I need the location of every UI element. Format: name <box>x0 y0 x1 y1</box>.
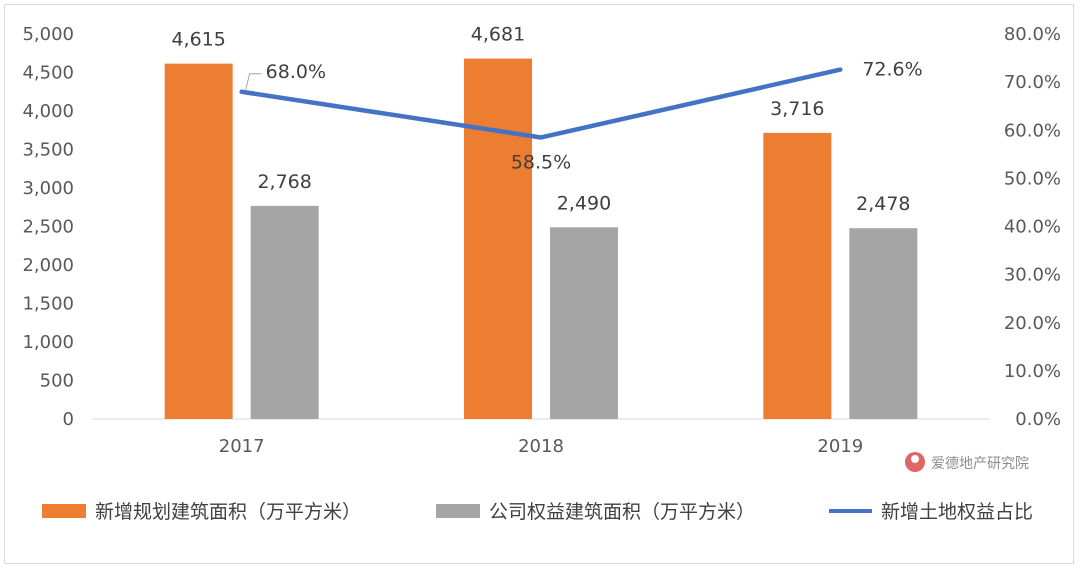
legend-label-equity-area: 公司权益建筑面积（万平方米） <box>489 501 755 523</box>
bar-data-label: 4,681 <box>471 24 525 46</box>
bar-data-label: 4,615 <box>171 29 225 51</box>
bar-equity-area <box>849 228 918 419</box>
bar-data-label: 3,716 <box>770 98 824 120</box>
watermark-text: 爱德地产研究院 <box>931 456 1029 472</box>
line-data-label: 72.6% <box>862 59 922 81</box>
left-axis-ticks: 0 500 1,000 1,500 2,000 2,500 3,000 3,500 4,000 4… <box>22 24 74 430</box>
legend-swatch-new-planned-area <box>42 504 86 518</box>
data-labels: 4,615 2,768 4,681 2,490 3,716 2,478 68.0% 58.5%… <box>171 24 922 216</box>
legend-swatch-equity-area <box>436 504 480 518</box>
right-axis-tick-label: 70.0% <box>1004 72 1061 93</box>
bar-data-label: 2,768 <box>257 171 311 193</box>
bar-equity-area <box>250 205 319 419</box>
right-axis-ticks: 0.0% 10.0% 20.0% 30.0% 40.0% 50.0% 60.0% 70.0% 8… <box>1004 24 1061 430</box>
line-series-equity-ratio <box>239 67 843 140</box>
x-axis-tick-label: 2017 <box>219 436 265 457</box>
bar-new-planned-area <box>464 58 532 420</box>
left-axis-tick-label: 1,500 <box>22 294 74 315</box>
bar-data-label: 2,478 <box>856 193 910 215</box>
legend-label-equity-ratio: 新增土地权益占比 <box>881 501 1033 523</box>
left-axis-tick-label: 2,500 <box>22 217 74 238</box>
bar-new-planned-area <box>164 63 233 420</box>
x-axis-tick-label: 2018 <box>518 436 564 457</box>
left-axis-tick-label: 3,000 <box>22 178 74 199</box>
bar-data-label: 2,490 <box>557 192 611 214</box>
right-axis-tick-label: 10.0% <box>1004 361 1061 382</box>
left-axis-tick-label: 3,500 <box>22 140 74 161</box>
right-axis-tick-label: 20.0% <box>1004 313 1061 334</box>
right-axis-tick-label: 0.0% <box>1015 409 1061 430</box>
chart-frame <box>4 4 1074 564</box>
left-axis-tick-label: 4,500 <box>22 63 74 84</box>
right-axis-tick-label: 60.0% <box>1004 120 1061 141</box>
legend-label-new-planned-area: 新增规划建筑面积（万平方米） <box>95 501 361 523</box>
bar-equity-area <box>550 227 618 419</box>
left-axis-tick-label: 5,000 <box>22 24 74 45</box>
right-axis-tick-label: 30.0% <box>1004 265 1061 286</box>
line-marks <box>239 67 843 140</box>
leader-line <box>245 73 262 90</box>
line-data-label: 58.5% <box>511 151 571 173</box>
left-axis-tick-label: 500 <box>40 371 74 392</box>
x-axis-tick-label: 2019 <box>817 436 863 457</box>
watermark-logo-inner <box>911 455 919 463</box>
left-axis-tick-label: 4,000 <box>22 101 74 122</box>
watermark: 爱德地产研究院 <box>905 452 1029 472</box>
legend: 新增规划建筑面积（万平方米） 公司权益建筑面积（万平方米） 新增土地权益占比 <box>42 501 1033 523</box>
bar-new-planned-area <box>763 132 832 420</box>
x-axis-ticks: 2017 2018 2019 <box>219 436 863 457</box>
left-axis-tick-label: 1,000 <box>22 332 74 353</box>
left-axis-tick-label: 0 <box>63 409 74 430</box>
right-axis-tick-label: 50.0% <box>1004 168 1061 189</box>
right-axis-tick-label: 80.0% <box>1004 24 1061 45</box>
right-axis-tick-label: 40.0% <box>1004 217 1061 238</box>
left-axis-tick-label: 2,000 <box>22 255 74 276</box>
line-data-label: 68.0% <box>266 61 326 83</box>
bar-marks <box>164 58 918 420</box>
